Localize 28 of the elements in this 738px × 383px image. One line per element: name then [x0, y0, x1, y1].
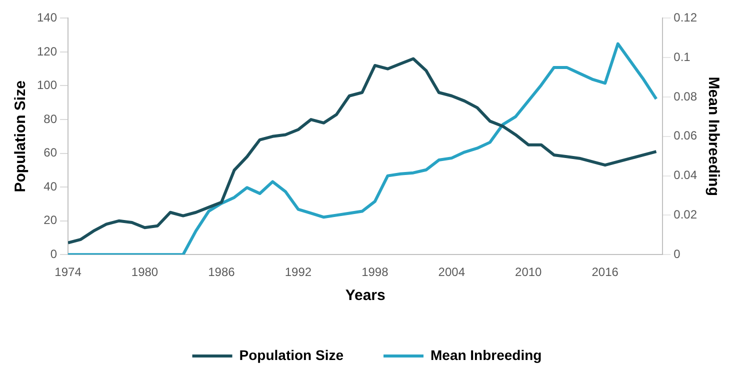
x-axis-title: Years [345, 287, 386, 304]
y-axis-title: Population Size [12, 80, 30, 192]
y-tick-label: 120 [36, 44, 58, 58]
y2-tick-label: 0.08 [674, 89, 698, 104]
x-tick-label: 1974 [54, 265, 82, 280]
x-tick-label: 1992 [284, 265, 312, 280]
y-tick-label: 80 [44, 112, 58, 126]
y-tick-label: 100 [36, 78, 58, 92]
x-tick-label: 1986 [208, 265, 236, 280]
x-tick-label: 1998 [362, 265, 389, 280]
y-tick-label: 40 [44, 179, 58, 194]
legend-label: Population Size [239, 346, 344, 363]
y2-axis-title: Mean Inbreeding [704, 76, 722, 196]
x-tick-label: 2016 [592, 265, 619, 280]
y2-tick-label: 0 [674, 246, 681, 261]
y2-tick-label: 0.04 [674, 168, 698, 182]
x-tick-label: 2010 [515, 265, 542, 280]
x-tick-label: 2004 [438, 265, 466, 280]
y-tick-label: 20 [44, 213, 58, 228]
y2-tick-label: 0.12 [674, 10, 698, 25]
y-tick-label: 0 [50, 246, 58, 261]
y2-tick-label: 0.02 [674, 208, 698, 222]
legend-label: Mean Inbreeding [430, 346, 542, 363]
y-tick-label: 60 [44, 146, 58, 160]
y2-tick-label: 0.06 [674, 128, 698, 143]
x-tick-label: 1980 [131, 265, 158, 280]
y2-tick-label: 0.1 [674, 50, 691, 64]
y-tick-label: 140 [36, 10, 58, 25]
